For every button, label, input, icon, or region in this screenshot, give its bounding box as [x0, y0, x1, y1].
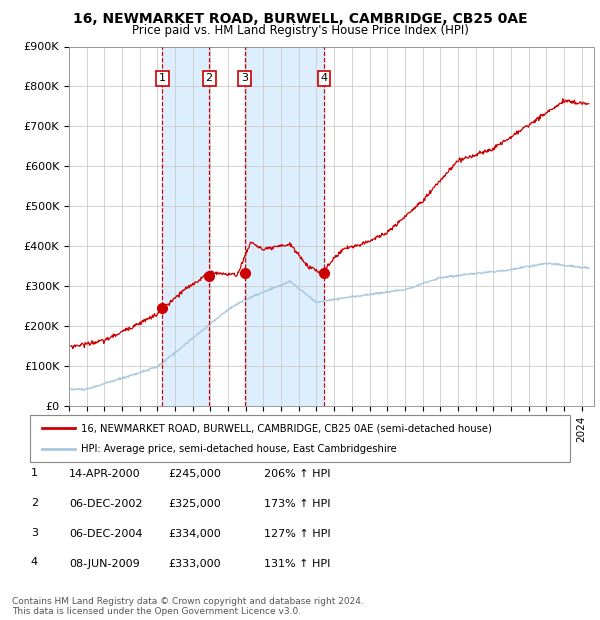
Text: 2: 2: [206, 73, 213, 84]
Text: 14-APR-2000: 14-APR-2000: [69, 469, 140, 479]
Text: £333,000: £333,000: [168, 559, 221, 569]
Text: 3: 3: [31, 528, 38, 538]
Text: Price paid vs. HM Land Registry's House Price Index (HPI): Price paid vs. HM Land Registry's House …: [131, 24, 469, 37]
Text: Contains HM Land Registry data © Crown copyright and database right 2024.: Contains HM Land Registry data © Crown c…: [12, 597, 364, 606]
Text: £334,000: £334,000: [168, 529, 221, 539]
Bar: [163, 46, 209, 406]
Text: 3: 3: [241, 73, 248, 84]
Bar: [245, 46, 324, 406]
Text: 127% ↑ HPI: 127% ↑ HPI: [264, 529, 331, 539]
Text: 4: 4: [320, 73, 328, 84]
Text: 1: 1: [31, 468, 38, 478]
Text: £325,000: £325,000: [168, 499, 221, 509]
Text: 06-DEC-2004: 06-DEC-2004: [69, 529, 143, 539]
Text: £245,000: £245,000: [168, 469, 221, 479]
Text: 08-JUN-2009: 08-JUN-2009: [69, 559, 140, 569]
Text: 06-DEC-2002: 06-DEC-2002: [69, 499, 143, 509]
Text: HPI: Average price, semi-detached house, East Cambridgeshire: HPI: Average price, semi-detached house,…: [81, 444, 397, 454]
Text: 173% ↑ HPI: 173% ↑ HPI: [264, 499, 331, 509]
Text: 16, NEWMARKET ROAD, BURWELL, CAMBRIDGE, CB25 0AE: 16, NEWMARKET ROAD, BURWELL, CAMBRIDGE, …: [73, 12, 527, 27]
Text: 16, NEWMARKET ROAD, BURWELL, CAMBRIDGE, CB25 0AE (semi-detached house): 16, NEWMARKET ROAD, BURWELL, CAMBRIDGE, …: [81, 423, 492, 433]
Text: 2: 2: [31, 498, 38, 508]
Text: This data is licensed under the Open Government Licence v3.0.: This data is licensed under the Open Gov…: [12, 607, 301, 616]
Text: 1: 1: [159, 73, 166, 84]
Text: 131% ↑ HPI: 131% ↑ HPI: [264, 559, 331, 569]
Text: 4: 4: [31, 557, 38, 567]
Text: 206% ↑ HPI: 206% ↑ HPI: [264, 469, 331, 479]
